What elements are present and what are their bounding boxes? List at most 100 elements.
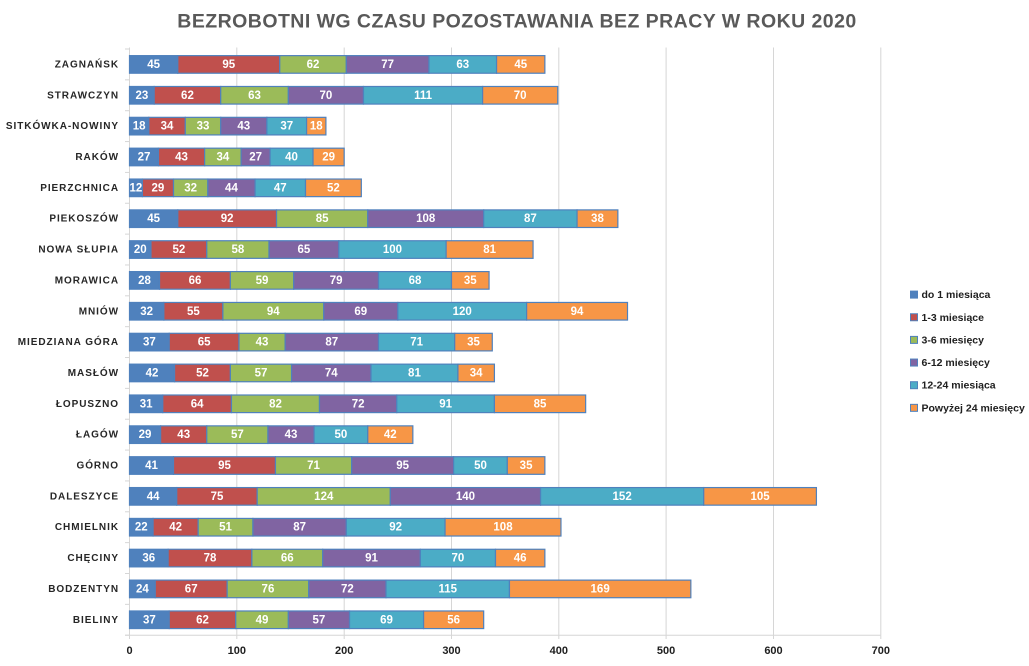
svg-text:BODZENTYN: BODZENTYN bbox=[48, 584, 119, 595]
svg-text:66: 66 bbox=[281, 553, 294, 565]
svg-text:43: 43 bbox=[177, 429, 190, 441]
svg-text:71: 71 bbox=[307, 460, 320, 472]
svg-text:45: 45 bbox=[514, 59, 527, 71]
svg-text:44: 44 bbox=[147, 491, 160, 503]
svg-text:34: 34 bbox=[470, 367, 483, 379]
svg-text:66: 66 bbox=[189, 275, 202, 287]
svg-text:76: 76 bbox=[262, 583, 275, 595]
svg-text:300: 300 bbox=[442, 645, 460, 657]
svg-text:18: 18 bbox=[310, 121, 323, 133]
svg-text:ŁOPUSZNO: ŁOPUSZNO bbox=[56, 399, 119, 410]
svg-text:31: 31 bbox=[140, 398, 153, 410]
svg-text:32: 32 bbox=[184, 182, 197, 194]
svg-text:115: 115 bbox=[438, 583, 457, 595]
svg-text:0: 0 bbox=[126, 645, 132, 657]
svg-text:74: 74 bbox=[325, 367, 338, 379]
svg-text:SITKÓWKA-NOWINY: SITKÓWKA-NOWINY bbox=[6, 119, 119, 132]
svg-text:MORAWICA: MORAWICA bbox=[55, 275, 119, 286]
svg-text:45: 45 bbox=[147, 59, 160, 71]
svg-text:62: 62 bbox=[181, 90, 194, 102]
svg-text:PIERZCHNICA: PIERZCHNICA bbox=[40, 183, 119, 194]
svg-text:24: 24 bbox=[136, 583, 149, 595]
svg-text:3-6 miesięcy: 3-6 miesięcy bbox=[922, 334, 985, 346]
svg-text:94: 94 bbox=[267, 306, 280, 318]
svg-text:MIEDZIANA GÓRA: MIEDZIANA GÓRA bbox=[18, 335, 119, 348]
svg-text:50: 50 bbox=[474, 460, 487, 472]
svg-text:58: 58 bbox=[232, 244, 245, 256]
svg-text:111: 111 bbox=[414, 90, 433, 102]
svg-text:108: 108 bbox=[416, 213, 436, 225]
svg-text:29: 29 bbox=[322, 151, 335, 163]
svg-text:NOWA SŁUPIA: NOWA SŁUPIA bbox=[38, 245, 119, 256]
svg-text:44: 44 bbox=[225, 182, 238, 194]
svg-text:105: 105 bbox=[750, 491, 770, 503]
svg-text:65: 65 bbox=[198, 337, 211, 349]
svg-text:87: 87 bbox=[293, 522, 306, 534]
svg-text:69: 69 bbox=[354, 306, 367, 318]
svg-text:55: 55 bbox=[187, 306, 200, 318]
svg-text:87: 87 bbox=[524, 213, 537, 225]
svg-text:27: 27 bbox=[138, 151, 151, 163]
svg-text:28: 28 bbox=[138, 275, 151, 287]
svg-text:MASŁÓW: MASŁÓW bbox=[68, 366, 119, 379]
svg-text:91: 91 bbox=[365, 553, 378, 565]
svg-text:52: 52 bbox=[327, 182, 340, 194]
svg-text:120: 120 bbox=[453, 306, 472, 318]
svg-text:95: 95 bbox=[222, 59, 235, 71]
svg-text:70: 70 bbox=[320, 90, 333, 102]
svg-text:GÓRNO: GÓRNO bbox=[76, 459, 119, 472]
svg-text:51: 51 bbox=[219, 522, 232, 534]
svg-text:77: 77 bbox=[381, 59, 394, 71]
svg-text:78: 78 bbox=[204, 553, 217, 565]
svg-text:42: 42 bbox=[384, 429, 397, 441]
svg-text:32: 32 bbox=[140, 306, 153, 318]
svg-text:34: 34 bbox=[161, 121, 174, 133]
svg-text:49: 49 bbox=[256, 614, 269, 626]
svg-text:27: 27 bbox=[249, 151, 262, 163]
svg-text:100: 100 bbox=[383, 244, 402, 256]
svg-text:50: 50 bbox=[335, 429, 348, 441]
svg-text:RAKÓW: RAKÓW bbox=[75, 150, 119, 163]
svg-text:57: 57 bbox=[231, 429, 244, 441]
svg-text:57: 57 bbox=[313, 614, 326, 626]
svg-text:20: 20 bbox=[134, 244, 147, 256]
svg-text:500: 500 bbox=[657, 645, 675, 657]
svg-text:57: 57 bbox=[255, 367, 268, 379]
svg-text:72: 72 bbox=[341, 583, 354, 595]
svg-text:do 1 miesiąca: do 1 miesiąca bbox=[922, 289, 991, 301]
svg-text:6-12 miesięcy: 6-12 miesięcy bbox=[922, 357, 990, 369]
svg-text:47: 47 bbox=[274, 182, 287, 194]
svg-text:65: 65 bbox=[298, 244, 311, 256]
svg-text:81: 81 bbox=[408, 367, 421, 379]
svg-text:70: 70 bbox=[514, 90, 527, 102]
svg-text:12: 12 bbox=[130, 182, 143, 194]
svg-text:18: 18 bbox=[133, 121, 146, 133]
svg-text:35: 35 bbox=[464, 275, 477, 287]
svg-text:56: 56 bbox=[447, 614, 460, 626]
svg-text:33: 33 bbox=[197, 121, 210, 133]
svg-text:CHMIELNIK: CHMIELNIK bbox=[55, 522, 119, 533]
svg-text:43: 43 bbox=[237, 121, 250, 133]
svg-text:71: 71 bbox=[410, 337, 423, 349]
svg-text:152: 152 bbox=[613, 491, 632, 503]
svg-text:52: 52 bbox=[172, 244, 185, 256]
svg-text:72: 72 bbox=[352, 398, 365, 410]
svg-text:700: 700 bbox=[872, 645, 890, 657]
svg-text:100: 100 bbox=[228, 645, 246, 657]
svg-text:75: 75 bbox=[211, 491, 224, 503]
svg-text:29: 29 bbox=[152, 182, 165, 194]
svg-text:1-3 miesiące: 1-3 miesiące bbox=[922, 312, 985, 324]
svg-text:42: 42 bbox=[146, 367, 159, 379]
svg-text:37: 37 bbox=[143, 614, 156, 626]
svg-text:STRAWCZYN: STRAWCZYN bbox=[47, 90, 119, 101]
svg-text:43: 43 bbox=[285, 429, 298, 441]
svg-text:79: 79 bbox=[330, 275, 343, 287]
svg-text:85: 85 bbox=[316, 213, 329, 225]
svg-text:CHĘCINY: CHĘCINY bbox=[67, 553, 119, 564]
svg-text:37: 37 bbox=[143, 337, 156, 349]
svg-text:108: 108 bbox=[493, 522, 513, 534]
svg-text:29: 29 bbox=[139, 429, 152, 441]
svg-text:59: 59 bbox=[256, 275, 269, 287]
svg-text:DALESZYCE: DALESZYCE bbox=[50, 491, 119, 502]
svg-text:63: 63 bbox=[456, 59, 469, 71]
